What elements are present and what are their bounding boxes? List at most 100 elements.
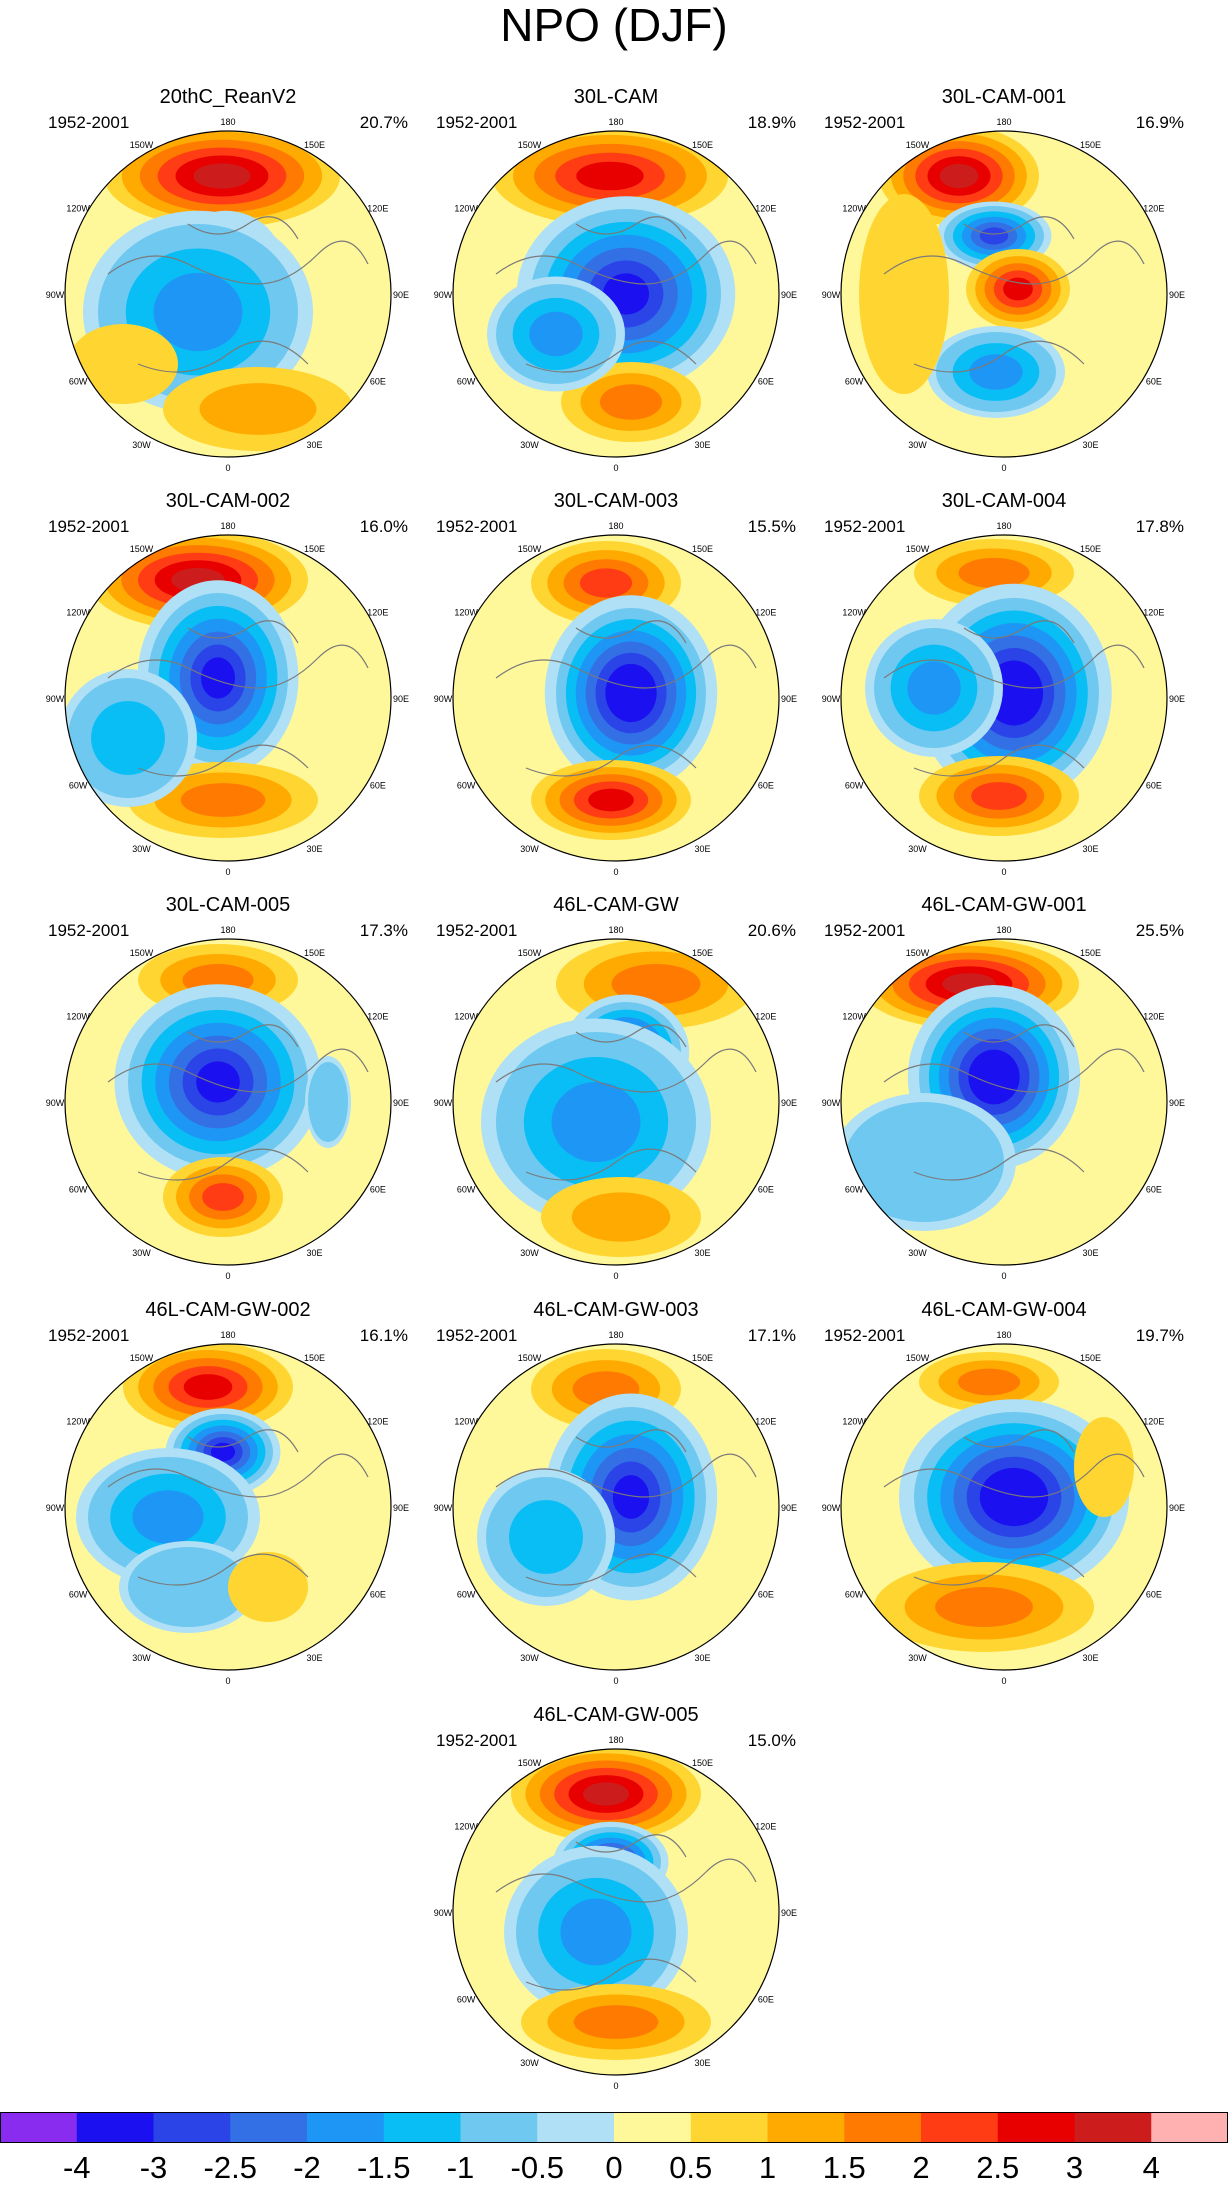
panel-variance-percent: 17.1% [747, 1326, 796, 1345]
longitude-label: 30W [908, 1653, 927, 1663]
longitude-label: 90E [781, 1098, 797, 1108]
longitude-label: 90E [393, 1503, 409, 1513]
longitude-label: 180 [608, 521, 623, 531]
longitude-label: 150W [906, 140, 930, 150]
longitude-label: 60W [457, 377, 476, 387]
colorbar-segment [690, 2112, 768, 2142]
longitude-label: 150E [692, 1758, 713, 1768]
negative-anomaly [119, 1541, 257, 1633]
longitude-label: 180 [996, 521, 1011, 531]
polar-map: 180 150E 120E 90E 60E 30E 0 30W 60W 90W 120W 150W [434, 1330, 797, 1686]
polar-map: 180 150E 120E 90E 60E 30E 0 30W 60W 90W 120W 150W [46, 117, 409, 473]
positive-anomaly [511, 1749, 701, 1842]
longitude-label: 60E [758, 1590, 774, 1600]
map-panel: 180 150E 120E 90E 60E 30E 0 30W 60W 90W 120W 150W 46… [810, 892, 1198, 1292]
longitude-label: 30E [1082, 844, 1098, 854]
longitude-label: 90E [781, 1908, 797, 1918]
map-panel: 180 150E 120E 90E 60E 30E 0 30W 60W 90W 120W 150W 46… [422, 1297, 810, 1697]
longitude-label: 60E [758, 1995, 774, 2005]
map-border [452, 1748, 780, 2076]
colorbar-label: 0.5 [669, 2150, 712, 2185]
panel-period: 1952-2001 [824, 517, 906, 536]
longitude-label: 90W [46, 290, 65, 300]
longitude-label: 180 [220, 521, 235, 531]
longitude-label: 60W [845, 1590, 864, 1600]
longitude-label: 0 [613, 2081, 618, 2091]
longitude-label: 30W [520, 2058, 539, 2068]
map-border [64, 130, 392, 458]
longitude-label: 120W [454, 1822, 478, 1832]
polar-map: 180 150E 120E 90E 60E 30E 0 30W 60W 90W 120W 150W [822, 925, 1185, 1281]
panel-title: 30L-CAM-002 [165, 490, 291, 512]
longitude-label: 150W [906, 544, 930, 554]
map-panel: 180 150E 120E 90E 60E 30E 0 30W 60W 90W 120W 150W 30… [422, 84, 810, 484]
polar-map: 180 150E 120E 90E 60E 30E 0 30W 60W 90W 120W 150W [822, 1330, 1185, 1686]
longitude-label: 150E [304, 140, 325, 150]
longitude-label: 150E [1080, 948, 1101, 958]
longitude-label: 120W [454, 608, 478, 618]
longitude-label: 60W [69, 377, 88, 387]
longitude-label: 30E [306, 844, 322, 854]
longitude-label: 180 [220, 117, 235, 127]
longitude-label: 150E [692, 1353, 713, 1363]
longitude-label: 30W [520, 844, 539, 854]
panel-period: 1952-2001 [824, 921, 906, 940]
coastline [495, 1024, 757, 1181]
map-panel: 180 150E 120E 90E 60E 30E 0 30W 60W 90W 120W 150W 30… [422, 488, 810, 888]
polar-map: 180 150E 120E 90E 60E 30E 0 30W 60W 90W 120W 150W [46, 521, 409, 877]
coastline [107, 1024, 369, 1181]
longitude-label: 60E [758, 781, 774, 791]
longitude-label: 120W [66, 608, 90, 618]
positive-anomaly [228, 1552, 308, 1622]
panel-title: 46L-CAM-GW-005 [533, 1704, 699, 1726]
colorbar-segment [0, 2112, 78, 2142]
coastline [883, 216, 1145, 373]
longitude-label: 60W [845, 781, 864, 791]
colorbar-label: -4 [63, 2150, 91, 2185]
longitude-label: 120E [367, 204, 388, 214]
polar-map: 180 150E 120E 90E 60E 30E 0 30W 60W 90W 120W 150W [46, 1330, 409, 1686]
longitude-label: 60W [845, 377, 864, 387]
longitude-label: 60E [370, 377, 386, 387]
longitude-label: 60W [457, 1185, 476, 1195]
longitude-label: 180 [220, 1330, 235, 1340]
longitude-label: 150W [130, 544, 154, 554]
map-border [452, 1343, 780, 1671]
longitude-label: 30W [908, 1248, 927, 1258]
positive-anomaly [68, 324, 178, 404]
longitude-label: 0 [613, 1271, 618, 1281]
longitude-label: 120W [66, 1012, 90, 1022]
positive-anomaly [104, 131, 340, 228]
colorbar-label: 0 [605, 2150, 622, 2185]
longitude-label: 60W [457, 1995, 476, 2005]
colorbar: -4 -3 -2.5 -2 -1.5 -1 -0.5 0 0.5 1 1.5 2 2.5 3 4 [0, 2112, 1228, 2185]
longitude-label: 180 [608, 1735, 623, 1745]
longitude-label: 0 [225, 463, 230, 473]
longitude-label: 0 [1001, 1676, 1006, 1686]
panel-variance-percent: 18.9% [747, 113, 796, 132]
longitude-label: 60W [457, 1590, 476, 1600]
longitude-label: 90E [781, 1503, 797, 1513]
map-border [452, 130, 780, 458]
negative-anomaly [841, 1093, 1016, 1231]
longitude-label: 90E [1169, 694, 1185, 704]
panel-period: 1952-2001 [436, 921, 518, 940]
panel-variance-percent: 20.7% [359, 113, 408, 132]
longitude-label: 180 [996, 925, 1011, 935]
longitude-label: 0 [613, 463, 618, 473]
longitude-label: 0 [1001, 463, 1006, 473]
colorbar-segment [76, 2112, 154, 2142]
longitude-label: 30E [694, 2058, 710, 2068]
map-panel: 180 150E 120E 90E 60E 30E 0 30W 60W 90W 120W 150W 46… [34, 1297, 422, 1697]
longitude-label: 60E [370, 1590, 386, 1600]
polar-map: 180 150E 120E 90E 60E 30E 0 30W 60W 90W 120W 150W [434, 117, 797, 473]
longitude-label: 150E [692, 140, 713, 150]
panel-title: 30L-CAM-004 [941, 490, 1067, 512]
map-border [840, 938, 1168, 1266]
map-border [840, 1343, 1168, 1671]
colorbar-segment [767, 2112, 845, 2142]
longitude-label: 30E [1082, 440, 1098, 450]
coastline [883, 1024, 1145, 1181]
panel-variance-percent: 20.6% [747, 921, 796, 940]
positive-anomaly [919, 1352, 1059, 1412]
